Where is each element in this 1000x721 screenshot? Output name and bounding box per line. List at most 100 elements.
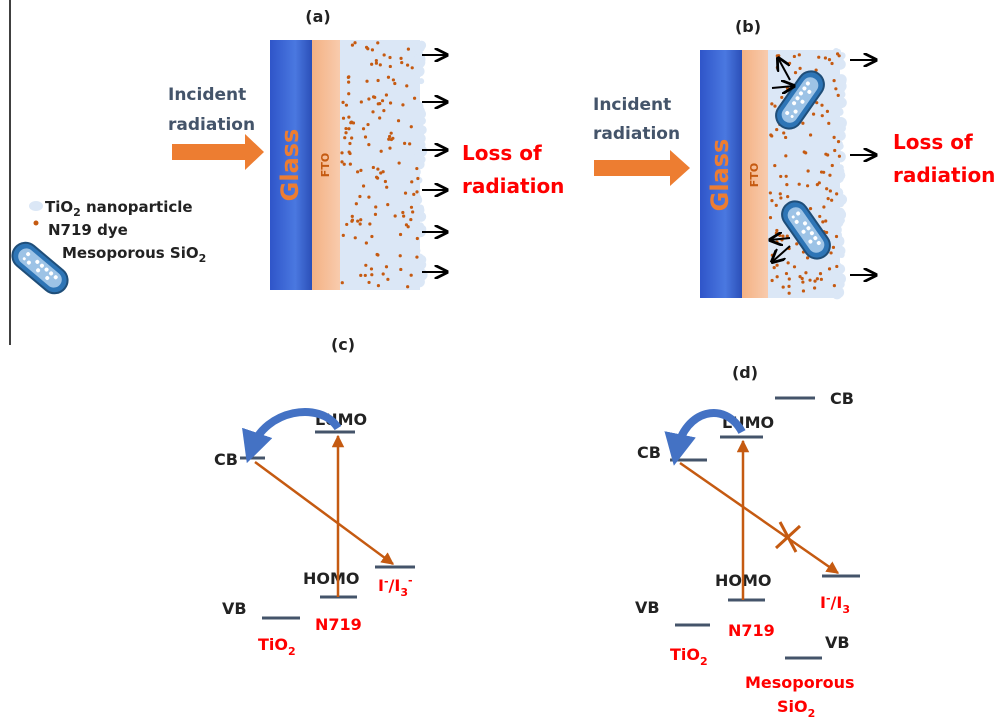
particle <box>808 279 811 282</box>
particle <box>798 67 801 70</box>
particle <box>834 107 843 116</box>
particle <box>806 184 809 187</box>
particle <box>348 150 351 153</box>
particle <box>835 59 846 70</box>
particle <box>769 133 772 136</box>
legend-text: Mesoporous SiO <box>62 244 199 262</box>
particle <box>779 175 782 178</box>
particle <box>801 280 804 283</box>
redox-part: /I <box>389 576 401 595</box>
particle <box>837 94 840 97</box>
particle <box>401 211 404 214</box>
particle <box>413 264 422 273</box>
particle <box>817 56 820 59</box>
particle <box>370 273 373 276</box>
particle <box>776 66 779 69</box>
particle <box>416 212 426 222</box>
cb-label: CB <box>637 443 661 462</box>
particle <box>827 197 830 200</box>
particle <box>367 97 370 100</box>
particle <box>345 104 348 107</box>
particle <box>412 193 415 196</box>
particle <box>355 202 358 205</box>
incident-text: radiation <box>168 115 255 135</box>
particle <box>358 195 361 198</box>
particle <box>377 284 380 287</box>
loss-text: radiation <box>462 174 564 198</box>
particle <box>362 184 365 187</box>
particle <box>340 160 343 163</box>
particle <box>798 53 801 56</box>
tio2-part: TiO <box>258 635 288 654</box>
particle <box>392 78 395 81</box>
particle <box>351 218 354 221</box>
tio2-label: TiO2 <box>670 645 708 668</box>
tio2-layer <box>340 40 420 290</box>
particle <box>788 62 791 65</box>
particle <box>820 278 823 281</box>
incident-arrow <box>172 134 264 170</box>
particle <box>773 164 776 167</box>
particle <box>387 76 390 79</box>
sio2-label: Mesoporous <box>745 673 855 692</box>
particle <box>351 215 354 218</box>
particle <box>382 109 385 112</box>
sio2-vb-label: VB <box>825 633 850 652</box>
particle <box>379 63 382 66</box>
particle <box>347 115 350 118</box>
particle <box>825 187 828 190</box>
particle <box>831 164 834 167</box>
particle <box>828 58 831 61</box>
legend-tio2: TiO2 nanoparticle <box>45 198 193 219</box>
particle <box>827 122 830 125</box>
particle <box>775 204 778 207</box>
particle <box>377 102 380 105</box>
sio2-part: SiO <box>777 697 808 716</box>
particle <box>354 236 357 239</box>
incident-text: radiation <box>593 124 680 144</box>
particle <box>360 100 363 103</box>
particle <box>405 84 408 87</box>
particle <box>381 99 384 102</box>
particle <box>830 62 833 65</box>
particle <box>809 207 812 210</box>
particle <box>342 117 345 120</box>
sio2-label: SiO2 <box>777 697 815 720</box>
particle <box>341 281 344 284</box>
particle <box>374 213 377 216</box>
particle <box>343 163 346 166</box>
particle <box>782 285 785 288</box>
particle <box>829 189 832 192</box>
particle <box>837 140 840 143</box>
legend-sub: 2 <box>73 206 81 219</box>
particle <box>386 278 389 281</box>
block-cross <box>776 522 800 552</box>
particle <box>410 125 413 128</box>
particle <box>835 265 838 268</box>
particle <box>347 92 350 95</box>
particle <box>411 66 414 69</box>
particle <box>342 234 345 237</box>
particle <box>802 289 805 292</box>
particle <box>771 279 774 282</box>
blocked-arrow <box>680 463 838 573</box>
sio2-cb-label: CB <box>830 389 854 408</box>
fto-label: FTO <box>319 153 332 177</box>
particle <box>375 176 378 179</box>
particle <box>410 180 413 183</box>
particle <box>376 167 379 170</box>
particle <box>778 234 781 237</box>
particle <box>829 251 832 254</box>
legend-text: TiO <box>45 198 73 216</box>
particle <box>394 214 397 217</box>
particle <box>388 135 391 138</box>
particle <box>359 274 362 277</box>
particle <box>410 206 413 209</box>
particle <box>836 97 847 108</box>
redox-part: /I <box>831 593 843 612</box>
incident-text: Incident <box>593 95 671 115</box>
particle <box>828 267 831 270</box>
loss-text: Loss of <box>893 130 973 154</box>
particle <box>788 292 791 295</box>
particle <box>411 210 414 213</box>
